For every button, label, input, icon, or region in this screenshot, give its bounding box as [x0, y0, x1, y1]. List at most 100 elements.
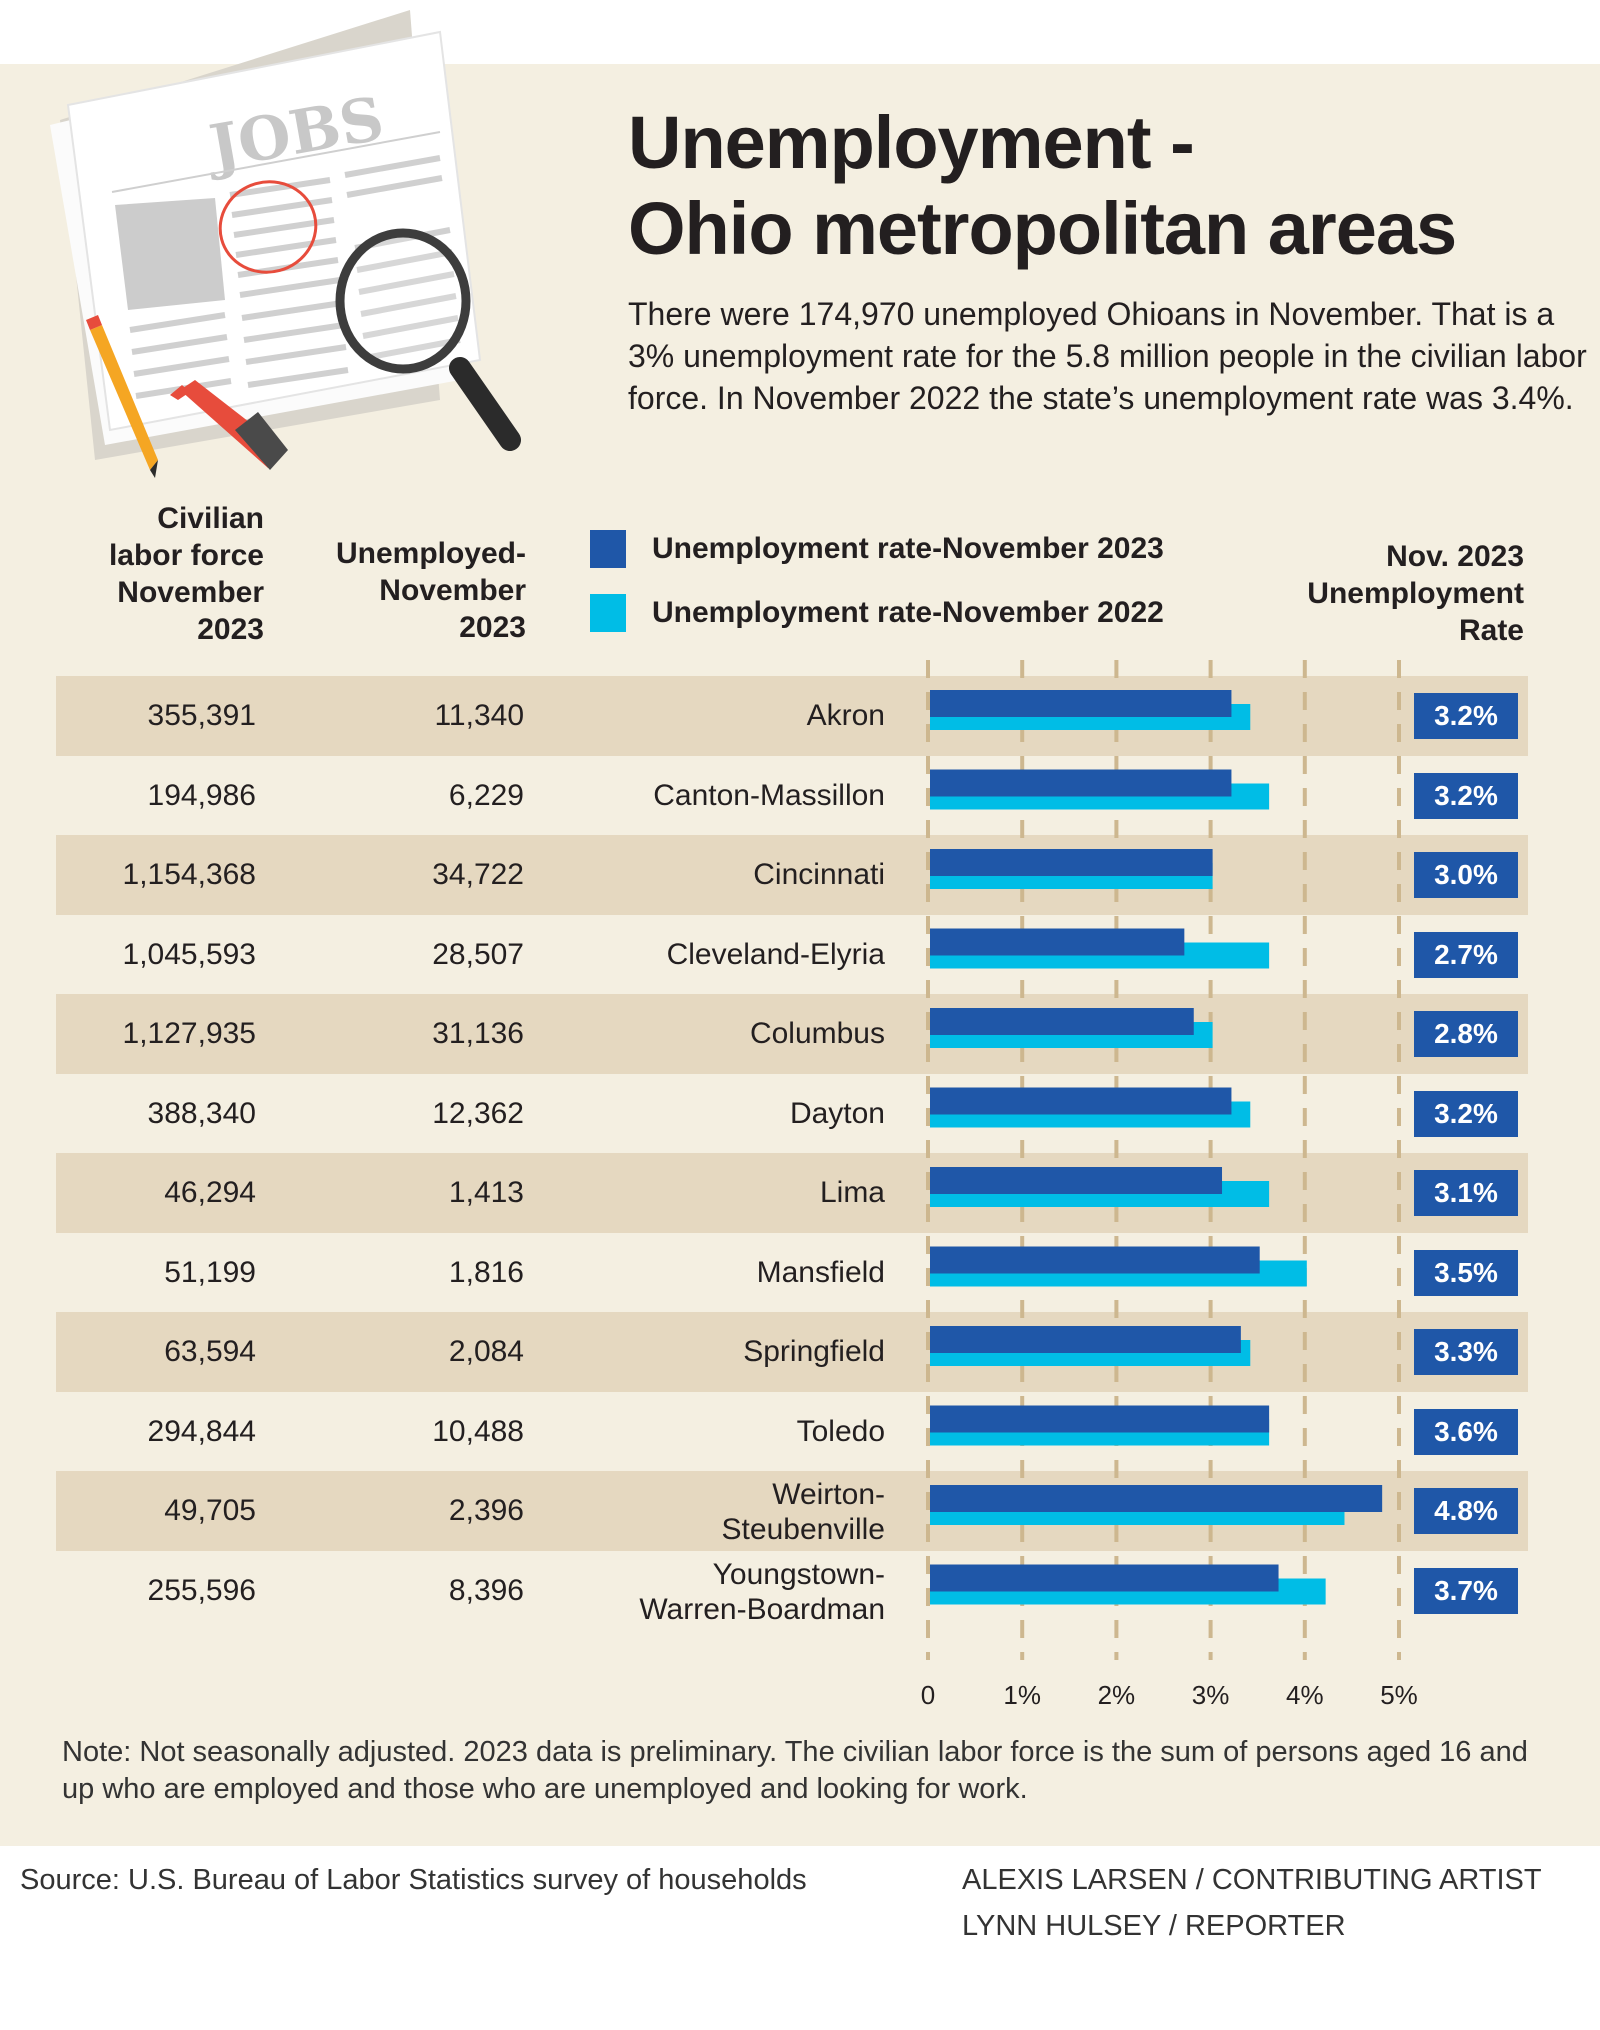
credit-artist: ALEXIS LARSEN / CONTRIBUTING ARTIST — [962, 1864, 1542, 1896]
newspaper-illustration: JOBS — [50, 10, 521, 478]
legend-item-2023: Unemployment rate-November 2023 — [590, 530, 1164, 568]
labor-force-value: 388,340 — [147, 1096, 256, 1130]
labor-force-value: 194,986 — [147, 778, 256, 812]
labor-force-value: 355,391 — [147, 699, 256, 732]
red-circle-mark — [218, 180, 318, 274]
title-line-1: Unemployment - — [628, 101, 1195, 184]
table-row — [56, 676, 1528, 756]
bar-2023 — [930, 1564, 1279, 1592]
x-tick-label: 4% — [1286, 1680, 1324, 1710]
bar-2023 — [930, 849, 1213, 876]
rate-badge: 3.2% — [1414, 693, 1518, 739]
x-tick-label: 0 — [920, 1680, 936, 1710]
unemployed-value: 2,396 — [448, 1494, 524, 1527]
legend-swatch-2023 — [590, 530, 626, 568]
rate-badge: 3.7% — [1414, 1567, 1518, 1614]
marker-icon — [170, 380, 288, 470]
header-unemployed: Unemployed- November 2023 — [290, 535, 526, 646]
header-line: Unemployed- — [335, 537, 526, 570]
unemployed-value: 34,722 — [432, 858, 524, 891]
unemployed-value: 28,507 — [432, 937, 524, 971]
labor-force-value: 46,294 — [164, 1176, 256, 1209]
page-title: Unemployment - Ohio metropolitan areas — [628, 100, 1457, 272]
bar-2023 — [930, 769, 1232, 797]
metro-area-name: Cleveland-Elyria — [666, 937, 885, 971]
header-line: November — [117, 576, 264, 609]
pencil-icon — [86, 315, 158, 478]
legend-item-2022: Unemployment rate-November 2022 — [590, 594, 1164, 632]
rate-badge: 3.6% — [1414, 1408, 1518, 1455]
bar-2023 — [930, 1485, 1383, 1512]
metro-area-name: Akron — [806, 699, 885, 732]
legend-label-2022: Unemployment rate-November 2022 — [652, 596, 1164, 629]
header-line: Unemployment — [1307, 577, 1524, 610]
rate-badge: 2.8% — [1414, 1011, 1518, 1057]
credit-reporter: LYNN HULSEY / REPORTER — [962, 1910, 1346, 1942]
unemployed-value: 11,340 — [434, 699, 524, 732]
metro-area-name: Toledo — [796, 1414, 885, 1448]
header-line: Civilian — [157, 502, 264, 535]
unemployed-value: 12,362 — [432, 1096, 524, 1130]
table-row — [56, 835, 1528, 915]
header-rate: Nov. 2023 Unemployment Rate — [1260, 538, 1524, 649]
legend-swatch-2022 — [590, 594, 626, 632]
bar-2023 — [930, 1246, 1260, 1274]
bar-2023 — [930, 1167, 1223, 1194]
metro-area-name: Dayton — [789, 1096, 885, 1130]
labor-force-value: 255,596 — [147, 1573, 256, 1607]
labor-force-value: 1,045,593 — [122, 937, 256, 971]
header-line: labor force — [108, 539, 264, 572]
unemployed-value: 6,229 — [448, 778, 524, 812]
unemployed-value: 31,136 — [432, 1017, 524, 1050]
labor-force-value: 51,199 — [164, 1255, 256, 1289]
metro-area-name: Columbus — [749, 1017, 885, 1050]
x-tick-label: 1% — [1003, 1680, 1041, 1710]
metro-area-name: Youngstown- — [712, 1557, 885, 1591]
table-row — [56, 994, 1528, 1074]
unemployed-value: 1,816 — [448, 1255, 524, 1289]
header-line: Nov. 2023 — [1386, 540, 1524, 573]
note-text: Note: Not seasonally adjusted. 2023 data… — [62, 1736, 1528, 1805]
unemployed-value: 10,488 — [432, 1414, 524, 1448]
legend-label-2023: Unemployment rate-November 2023 — [652, 532, 1164, 565]
labor-force-value: 63,594 — [164, 1335, 256, 1368]
source-text: Source: U.S. Bureau of Labor Statistics … — [20, 1864, 807, 1896]
metro-area-name: Steubenville — [721, 1513, 885, 1546]
labor-force-value: 1,154,368 — [122, 858, 256, 891]
magnifying-glass-icon — [335, 228, 521, 451]
metro-area-name: Weirton- — [772, 1478, 885, 1511]
rate-badge: 3.1% — [1414, 1170, 1518, 1216]
intro-text: There were 174,970 unemployed Ohioans in… — [628, 296, 1587, 416]
labor-force-value: 1,127,935 — [122, 1017, 256, 1050]
rate-badge: 2.7% — [1414, 931, 1518, 978]
x-tick-label: 2% — [1097, 1680, 1136, 1710]
table-row — [56, 1312, 1528, 1392]
header-line: November — [379, 574, 526, 607]
labor-force-value: 294,844 — [147, 1414, 256, 1448]
metro-area-name: Lima — [819, 1176, 885, 1209]
metro-area-name: Cincinnati — [753, 858, 885, 891]
labor-force-value: 49,705 — [164, 1494, 256, 1527]
rate-badge: 4.8% — [1414, 1488, 1518, 1534]
unemployed-value: 8,396 — [448, 1573, 524, 1607]
header-line: Rate — [1458, 614, 1524, 647]
x-tick-label: 5% — [1380, 1680, 1418, 1710]
unemployed-value: 1,413 — [448, 1176, 524, 1209]
rate-badge: 3.0% — [1414, 852, 1518, 898]
x-tick-label: 3% — [1191, 1680, 1230, 1710]
header-line: 2023 — [197, 613, 264, 646]
bar-2023 — [930, 1405, 1270, 1433]
rate-badge: 3.3% — [1414, 1329, 1518, 1375]
bar-2023 — [930, 1087, 1232, 1115]
metro-area-name: Warren-Boardman — [639, 1592, 885, 1626]
bar-2023 — [930, 928, 1185, 956]
metro-area-name: Springfield — [743, 1335, 885, 1368]
metro-area-name: Canton-Massillon — [653, 778, 885, 812]
rate-badge: 3.5% — [1414, 1249, 1518, 1296]
table-row — [56, 1153, 1528, 1233]
header-line: 2023 — [459, 611, 526, 644]
header-labor-force: Civilian labor force November 2023 — [60, 500, 264, 648]
bar-2023 — [930, 1008, 1194, 1035]
metro-area-name: Mansfield — [756, 1255, 885, 1289]
